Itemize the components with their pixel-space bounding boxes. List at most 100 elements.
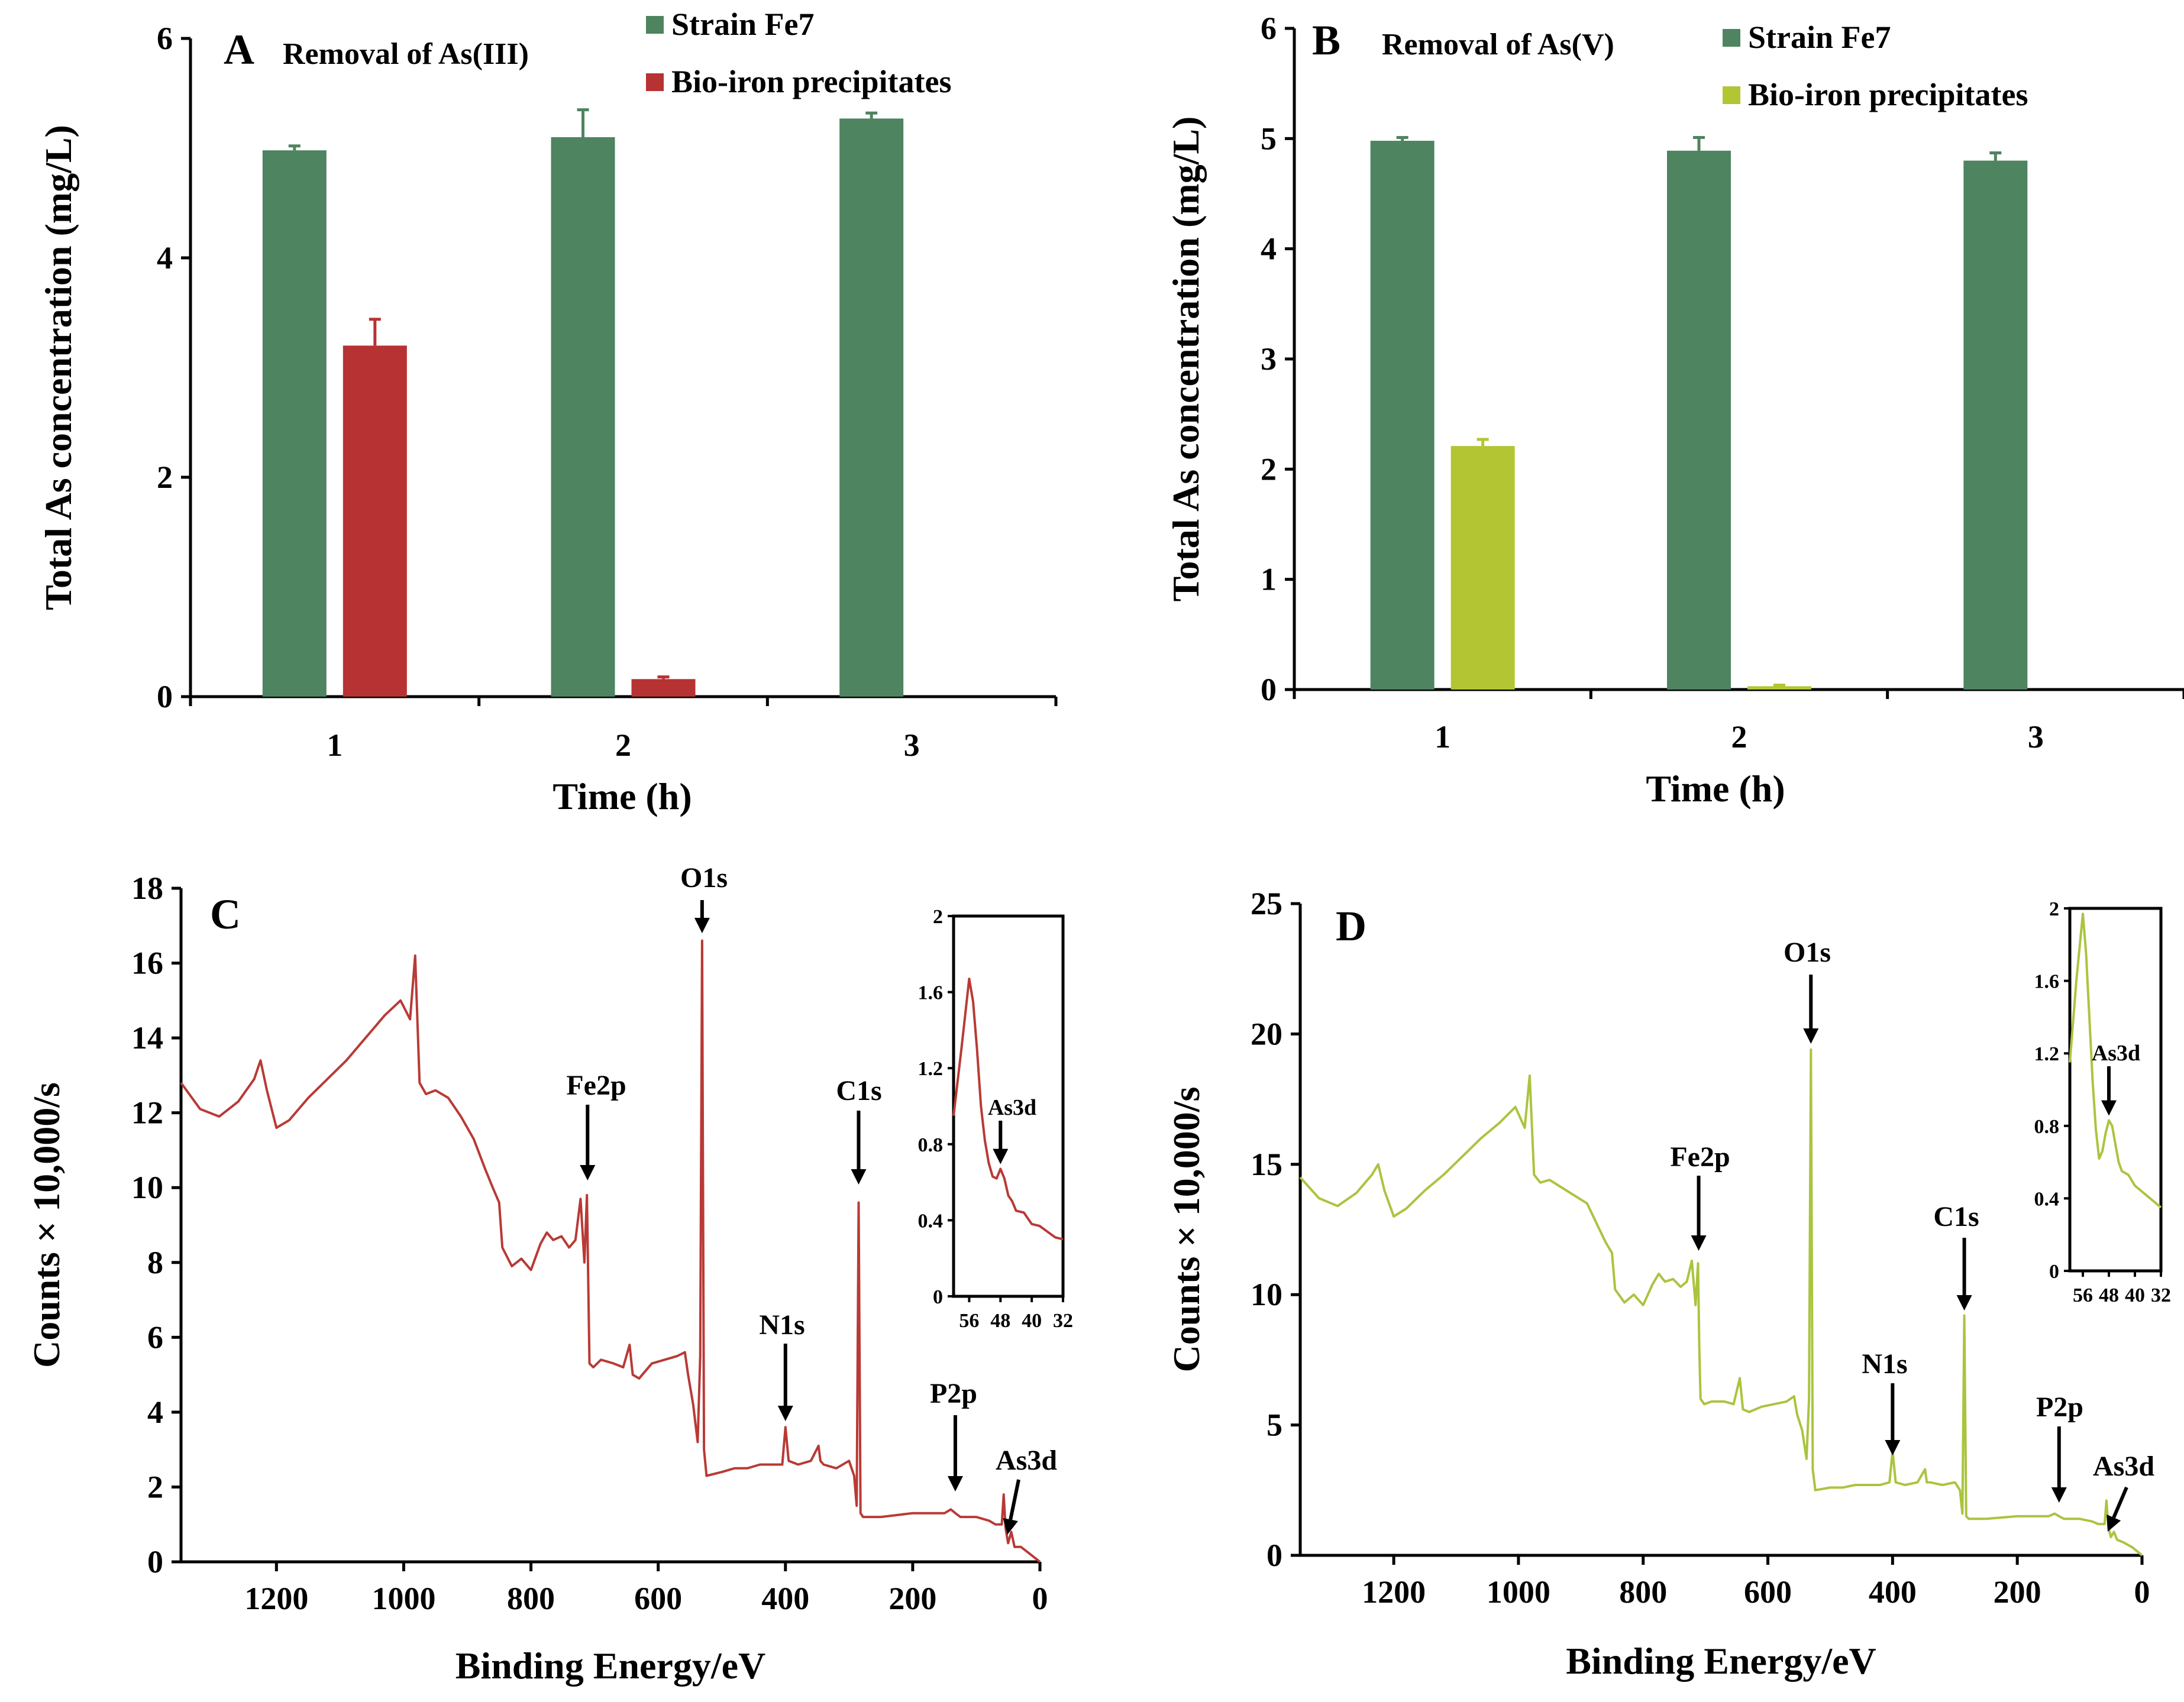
y-tick-label: 25 (1251, 886, 1282, 921)
bar-series1-t1 (262, 150, 327, 697)
inset-y-tick-label: 0.4 (2034, 1188, 2060, 1210)
bar-series1-t3 (839, 118, 904, 697)
y-tick-label: 20 (1251, 1016, 1282, 1051)
inset-spectrum-line (952, 978, 1064, 1241)
legend-swatch-1 (646, 16, 664, 34)
y-tick-label: 10 (1251, 1277, 1282, 1312)
x-tick-label: 3 (904, 727, 920, 763)
y-tick-label: 5 (1261, 121, 1277, 156)
peak-arrow-as3d-shaft (2112, 1486, 2128, 1519)
inset-y-tick-label: 0.4 (918, 1210, 944, 1232)
peak-label-fe2p: Fe2p (1670, 1141, 1730, 1173)
inset-y-tick-label: 2 (933, 906, 943, 928)
legend-label-1: Strain Fe7 (1748, 20, 1891, 55)
peak-arrow-p2p-head (947, 1476, 963, 1491)
x-tick-label: 200 (889, 1581, 936, 1616)
inset-as3d-label: As3d (2092, 1041, 2140, 1066)
x-tick-label: 800 (507, 1581, 555, 1616)
inset-x-tick-label: 56 (959, 1310, 979, 1332)
y-tick-label: 12 (131, 1095, 163, 1131)
inset-x-tick-label: 48 (990, 1310, 1010, 1332)
y-tick-label: 14 (131, 1020, 163, 1056)
y-tick-label: 15 (1251, 1147, 1282, 1182)
x-tick-label: 1000 (371, 1581, 435, 1616)
inset-as3d-arrow-head (2101, 1100, 2117, 1116)
inset-as3d-label: As3d (988, 1095, 1036, 1120)
legend-label-2: Bio-iron precipitates (1748, 77, 2028, 112)
inset-x-tick-label: 48 (2099, 1284, 2119, 1306)
panel-letter: C (210, 891, 241, 938)
panel-letter: B (1312, 17, 1340, 64)
peak-arrow-o1s-head (694, 918, 710, 933)
x-tick-label: 1000 (1487, 1574, 1550, 1610)
x-tick-label: 200 (1994, 1574, 2041, 1610)
inset-x-tick-label: 32 (1053, 1310, 1073, 1332)
y-tick-label: 8 (147, 1245, 163, 1280)
x-tick-label: 1 (1435, 719, 1450, 755)
inset-y-tick-label: 1.6 (2034, 971, 2060, 993)
peak-arrow-o1s-head (1803, 1028, 1819, 1044)
y-tick-label: 18 (131, 871, 163, 906)
inset-frame (2068, 907, 2163, 1273)
x-axis-label: Binding Energy/eV (455, 1645, 766, 1687)
y-tick-label: 6 (157, 21, 173, 56)
y-tick-label: 4 (1261, 231, 1277, 267)
x-tick-label: 600 (634, 1581, 682, 1616)
peak-label-fe2p: Fe2p (566, 1070, 626, 1101)
y-tick-label: 5 (1267, 1407, 1282, 1443)
y-tick-label: 2 (1261, 451, 1277, 487)
x-tick-label: 2 (615, 727, 631, 763)
x-tick-label: 2 (1731, 719, 1747, 755)
legend-swatch-1 (1723, 29, 1740, 47)
inset-x-tick-label: 32 (2151, 1284, 2171, 1306)
y-tick-label: 0 (1261, 672, 1277, 707)
peak-arrow-as3d-head (2107, 1514, 2121, 1532)
peak-arrow-fe2p-head (580, 1165, 596, 1180)
bar-series1-t2 (1667, 150, 1731, 690)
inset-y-tick-label: 0.8 (918, 1134, 944, 1156)
panel-letter: A (224, 26, 254, 73)
inset-spectrum-line (2069, 913, 2162, 1209)
x-tick-label: 1 (327, 727, 343, 763)
bar-series1-t1 (1370, 141, 1435, 690)
peak-arrow-c1s-head (851, 1169, 867, 1185)
peak-label-n1s: N1s (759, 1309, 805, 1341)
x-tick-label: 3 (2028, 719, 2044, 755)
peak-arrow-c1s-head (1956, 1295, 1972, 1311)
legend-label-1: Strain Fe7 (671, 7, 814, 42)
x-tick-label: 1200 (1362, 1574, 1426, 1610)
peak-label-as3d: As3d (996, 1445, 1057, 1476)
y-tick-label: 6 (1261, 11, 1277, 46)
x-axis-label: Time (h) (553, 775, 692, 817)
inset-y-tick-label: 0.8 (2034, 1116, 2060, 1138)
x-tick-label: 1200 (244, 1581, 308, 1616)
peak-label-as3d: As3d (2093, 1451, 2154, 1482)
y-tick-label: 6 (147, 1319, 163, 1355)
inset-y-tick-label: 1.2 (2034, 1043, 2060, 1065)
spectrum-line (1299, 1048, 2143, 1557)
y-axis-label: Counts × 10,000/s (25, 1082, 67, 1368)
x-axis-label: Time (h) (1646, 768, 1785, 810)
spectrum-line (180, 939, 1041, 1563)
legend-swatch-2 (1723, 86, 1740, 104)
bar-series2-t2 (1747, 686, 1811, 690)
y-tick-label: 2 (157, 460, 173, 495)
x-tick-label: 0 (1032, 1581, 1048, 1616)
peak-label-p2p: P2p (2036, 1392, 2083, 1423)
legend-label-2: Bio-iron precipitates (671, 64, 951, 99)
peak-label-c1s: C1s (836, 1075, 881, 1106)
y-axis-label: Total As concentration (mg/L) (37, 125, 79, 610)
y-axis-label: Counts × 10,000/s (1165, 1087, 1207, 1373)
y-tick-label: 2 (147, 1469, 163, 1504)
bar-series2-t1 (1450, 446, 1515, 690)
bar-series2-t1 (343, 345, 407, 697)
peak-arrow-n1s-head (1885, 1440, 1901, 1455)
inset-frame (952, 914, 1065, 1298)
peak-arrow-as3d-head (1003, 1517, 1018, 1535)
panel-title: Removal of As(V) (1382, 28, 1614, 62)
inset-y-tick-label: 2 (2049, 898, 2059, 920)
peak-label-p2p: P2p (930, 1378, 977, 1409)
peak-label-n1s: N1s (1862, 1348, 1907, 1380)
panel-letter: D (1336, 902, 1366, 950)
